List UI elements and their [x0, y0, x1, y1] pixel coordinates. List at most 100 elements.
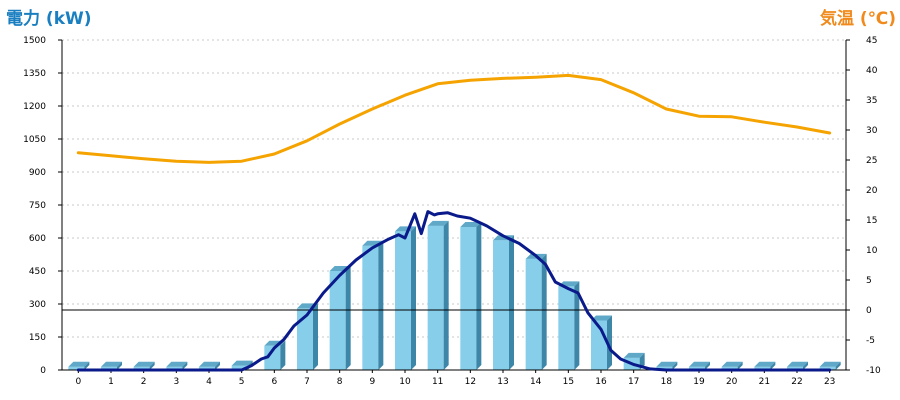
left-tick-label: 1200 [23, 102, 46, 112]
bar-top [591, 315, 612, 321]
x-tick-label: 10 [399, 377, 411, 387]
bar-top [787, 361, 808, 367]
bar-front [166, 366, 183, 370]
grid-lines [62, 39, 846, 338]
right-axis-title: 気温 (℃) [819, 9, 896, 29]
right-tick-label: 45 [866, 36, 877, 46]
bar-side [443, 220, 449, 370]
right-tick-label: 20 [866, 186, 878, 196]
left-tick-label: 900 [29, 168, 46, 178]
x-tick-label: 17 [628, 377, 639, 387]
bar-side [509, 235, 514, 370]
bar-top [166, 361, 188, 367]
x-tick-label: 11 [432, 377, 443, 387]
right-tick-label: 40 [866, 66, 878, 76]
x-tick-label: 2 [141, 377, 147, 387]
x-tick-label: 4 [206, 377, 212, 387]
x-tick-label: 13 [497, 377, 508, 387]
bar-top [754, 361, 776, 367]
left-tick-label: 300 [29, 300, 46, 310]
bar-top [133, 361, 155, 367]
right-tick-label: 0 [866, 306, 872, 316]
right-tick-label: -5 [866, 336, 875, 346]
bar-front [787, 366, 803, 370]
bar-front [101, 366, 117, 370]
right-tick-label: 10 [866, 246, 878, 256]
x-tick-label: 15 [563, 377, 574, 387]
bar-front [558, 286, 575, 370]
left-tick-label: 600 [29, 234, 46, 244]
bar-top [623, 352, 645, 358]
bar-side [215, 361, 220, 370]
left-tick-label: 0 [40, 366, 46, 376]
bar-side [378, 240, 384, 370]
bar-top [656, 361, 678, 367]
bar-side [541, 253, 547, 370]
x-tick-label: 0 [75, 377, 81, 387]
bar-front [199, 366, 215, 370]
bar-side [411, 226, 416, 370]
left-tick-label: 150 [29, 333, 46, 343]
bar-side [737, 361, 743, 370]
bar-front [297, 308, 313, 370]
bar-side [803, 361, 808, 370]
x-tick-label: 3 [173, 377, 179, 387]
left-tick-label: 450 [29, 267, 46, 277]
series-lines [76, 73, 832, 372]
x-tick-label: 16 [595, 377, 607, 387]
bar-top [427, 220, 449, 226]
bar-side [149, 361, 155, 370]
x-tick-label: 1 [108, 377, 114, 387]
bar-front [525, 258, 542, 370]
right-tick-label: 25 [866, 156, 877, 166]
left-tick-label: 1350 [23, 69, 46, 79]
bar-top [231, 360, 253, 366]
bar-front [68, 366, 85, 370]
right-tick-label: -10 [866, 366, 881, 376]
bar-side [345, 266, 351, 370]
bar-front [427, 225, 444, 370]
right-tick-label: 5 [866, 276, 872, 286]
x-tick-label: 12 [465, 377, 476, 387]
x-tick-label: 14 [530, 377, 542, 387]
temperature-line [76, 73, 832, 164]
x-tick-label: 5 [239, 377, 245, 387]
bar-front [362, 245, 379, 370]
bar-front [231, 365, 248, 370]
x-tick-label: 19 [693, 377, 705, 387]
x-tick-label: 6 [271, 377, 277, 387]
bar-front [329, 271, 346, 370]
bar-side [280, 340, 286, 370]
bar-top [68, 361, 90, 367]
bar-side [607, 315, 612, 370]
x-tick-label: 21 [759, 377, 770, 387]
bar-side [84, 361, 90, 370]
bar-side [574, 281, 580, 370]
bar-side [672, 361, 678, 370]
bar-top [689, 361, 710, 367]
bar-side [476, 222, 482, 370]
x-tick-label: 18 [661, 377, 673, 387]
right-tick-label: 15 [866, 216, 877, 226]
bar-side [705, 361, 710, 370]
bar-front [721, 366, 738, 370]
left-tick-label: 1500 [23, 36, 46, 46]
bar-side [117, 361, 122, 370]
bar-side [182, 361, 188, 370]
bar-top [101, 361, 122, 367]
power-line [76, 210, 832, 372]
x-tick-label: 22 [791, 377, 802, 387]
bar-side [770, 361, 776, 370]
bar-top [819, 361, 841, 367]
bar-top [721, 361, 743, 367]
bar-front [689, 366, 705, 370]
bar-front [395, 231, 411, 370]
bar-front [133, 366, 150, 370]
power-bars [68, 220, 841, 370]
bar-front [264, 345, 281, 370]
left-tick-label: 750 [29, 201, 46, 211]
x-tick-label: 20 [726, 377, 738, 387]
left-axis-title: 電力 (kW) [6, 9, 92, 29]
x-tick-label: 8 [337, 377, 343, 387]
